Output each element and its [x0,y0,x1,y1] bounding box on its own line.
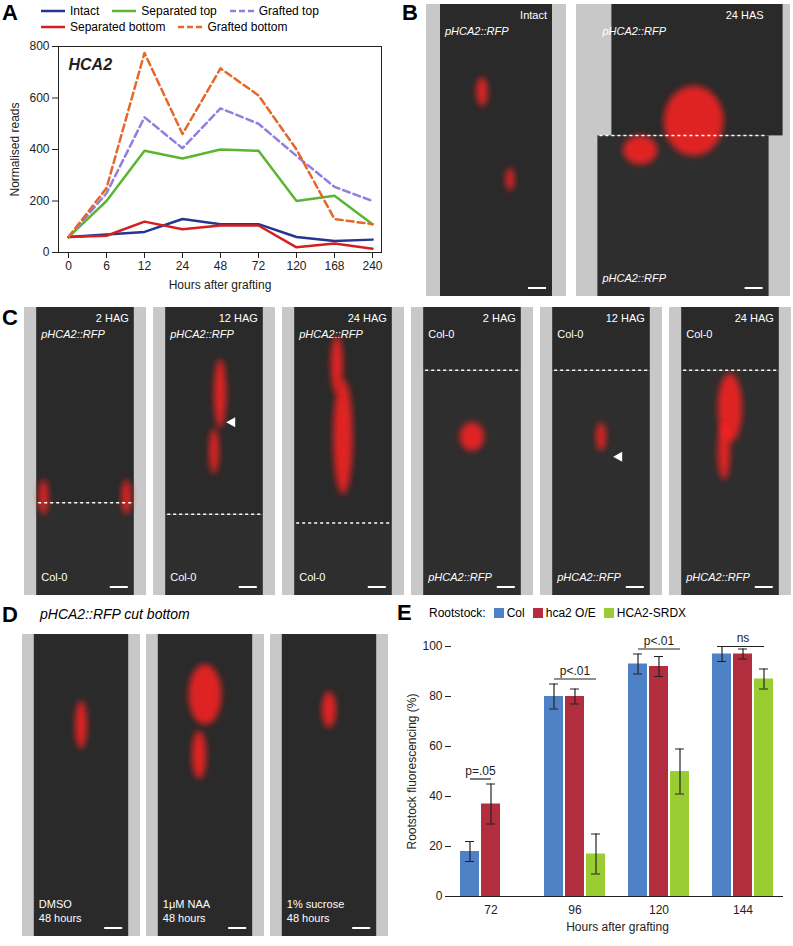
svg-text:144: 144 [733,903,753,917]
svg-text:p<.01: p<.01 [644,634,675,648]
svg-text:2 HAG: 2 HAG [483,312,516,324]
svg-text:6: 6 [103,259,110,273]
svg-text:48 hours: 48 hours [287,912,330,924]
svg-text:pHCA2::RFP: pHCA2::RFP [298,328,363,340]
svg-text:60: 60 [429,739,443,753]
svg-text:HCA2: HCA2 [69,56,113,73]
svg-text:12: 12 [138,259,152,273]
html-text:pHCA2::RFP cut bottom: pHCA2::RFP cut bottom [40,606,190,622]
svg-text:Col-0: Col-0 [299,571,325,583]
svg-text:72: 72 [252,259,266,273]
svg-text:Col-0: Col-0 [41,571,67,583]
svg-text:48 hours: 48 hours [163,912,206,924]
svg-text:Col-0: Col-0 [170,571,196,583]
svg-text:168: 168 [324,259,344,273]
svg-text:400: 400 [29,142,49,156]
svg-text:pHCA2::RFP: pHCA2::RFP [169,328,234,340]
svg-text:DMSO: DMSO [39,898,72,910]
svg-text:Rootstock fluorescencing (%): Rootstock fluorescencing (%) [405,693,419,849]
svg-text:240: 240 [362,259,382,273]
svg-text:100: 100 [422,639,442,653]
svg-text:12 HAG: 12 HAG [219,312,258,324]
svg-text:20: 20 [429,839,443,853]
svg-text:800: 800 [29,39,49,53]
svg-text:Col-0: Col-0 [428,328,454,340]
html-text:Separated bottom: Separated bottom [70,20,166,34]
svg-text:48 hours: 48 hours [39,912,82,924]
svg-text:p=.05: p=.05 [465,764,496,778]
svg-text:120: 120 [649,903,669,917]
svg-text:p<.01: p<.01 [560,664,591,678]
html-text:Col: Col [506,606,525,620]
svg-text:48: 48 [214,259,228,273]
svg-text:Col-0: Col-0 [557,328,583,340]
svg-text:pHCA2::RFP: pHCA2::RFP [427,571,492,583]
svg-text:pHCA2::RFP: pHCA2::RFP [40,328,105,340]
svg-text:1μM NAA: 1μM NAA [163,898,211,910]
html-text:hca2 O/E: hca2 O/E [545,606,596,620]
html-text:Grafted top: Grafted top [258,4,319,18]
svg-text:Col-0: Col-0 [686,328,712,340]
svg-text:80: 80 [429,689,443,703]
svg-text:ns: ns [737,631,750,645]
svg-text:200: 200 [29,194,49,208]
svg-text:pHCA2::RFP: pHCA2::RFP [685,571,750,583]
svg-text:pHCA2::RFP: pHCA2::RFP [601,272,666,284]
svg-text:24 HAS: 24 HAS [726,9,764,21]
html-text:C: C [2,305,18,330]
svg-text:40: 40 [429,789,443,803]
html-text:Separated top: Separated top [141,4,217,18]
svg-text:0: 0 [436,889,443,903]
svg-text:0: 0 [43,245,50,259]
html-text:Grafted bottom: Grafted bottom [207,20,288,34]
svg-text:24 HAG: 24 HAG [735,312,774,324]
html-text:HCA2-SRDX: HCA2-SRDX [616,606,687,620]
svg-text:pHCA2::RFP: pHCA2::RFP [556,571,621,583]
svg-text:Normalised reads: Normalised reads [8,102,22,196]
svg-text:1% sucrose: 1% sucrose [287,898,344,910]
svg-text:600: 600 [29,91,49,105]
svg-text:120: 120 [286,259,306,273]
svg-text:pHCA2::RFP: pHCA2::RFP [601,25,666,37]
svg-text:Hours after grafting: Hours after grafting [566,920,669,934]
svg-text:72: 72 [484,903,498,917]
svg-text:96: 96 [568,903,582,917]
svg-text:0: 0 [65,259,72,273]
svg-text:2 HAG: 2 HAG [96,312,129,324]
html-text:E: E [397,600,412,625]
svg-text:pHCA2::RFP: pHCA2::RFP [444,25,509,37]
svg-text:24: 24 [176,259,190,273]
html-text:Rootstock:: Rootstock: [429,606,486,620]
html-text:A: A [2,0,18,25]
html-text:D: D [2,602,18,627]
svg-text:24 HAG: 24 HAG [348,312,387,324]
svg-text:12 HAG: 12 HAG [606,312,645,324]
svg-text:Hours after grafting: Hours after grafting [169,278,272,292]
html-text:Intact: Intact [70,4,100,18]
html-text:B: B [402,0,418,25]
svg-text:Intact: Intact [520,9,547,21]
